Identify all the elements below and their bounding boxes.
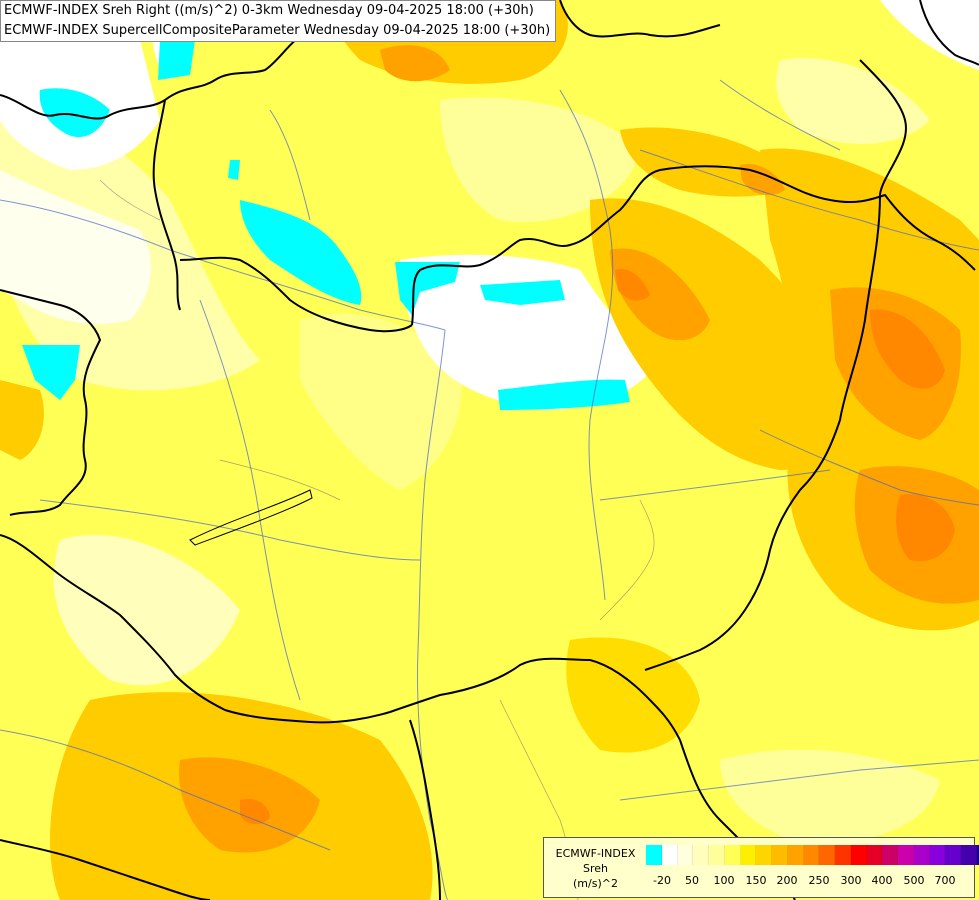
legend-title-line2: Sreh (582, 862, 608, 875)
title-line-scp: ECMWF-INDEX SupercellCompositeParameter … (4, 23, 551, 38)
legend-swatch (787, 845, 804, 865)
legend-swatch (772, 845, 788, 865)
legend-tick: 200 (776, 874, 798, 887)
legend-tick: 100 (713, 874, 735, 887)
lake-outline (189, 489, 313, 546)
legend-swatch (835, 845, 851, 865)
legend-swatch (646, 845, 662, 865)
legend-swatch (945, 845, 961, 865)
rivers (0, 79, 979, 900)
legend-swatch (819, 845, 835, 865)
legend-tick: 700 (934, 874, 956, 887)
legend-tick: 400 (871, 874, 893, 887)
legend-swatch (661, 845, 678, 865)
legend-tick: 250 (808, 874, 830, 887)
legend-swatch (756, 845, 772, 865)
legend-swatch (693, 845, 709, 865)
title-line-sreh: ECMWF-INDEX Sreh Right ((m/s)^2) 0-3km W… (4, 3, 534, 18)
legend-swatches (646, 845, 979, 865)
legend-swatch (677, 845, 694, 865)
legend-swatch (961, 845, 977, 865)
legend-title-line3: (m/s)^2 (573, 877, 618, 890)
color-legend: ECMWF-INDEX Sreh (m/s)^2 -20 50 100 150 200 2… (543, 837, 979, 898)
legend-swatch (724, 845, 741, 865)
legend-title-line1: ECMWF-INDEX (555, 847, 636, 860)
legend-swatch (803, 845, 820, 865)
map-title-box: ECMWF-INDEX Sreh Right ((m/s)^2) 0-3km W… (0, 0, 556, 42)
legend-swatch (913, 845, 930, 865)
legend-swatch (898, 845, 914, 865)
legend-tick: 500 (903, 874, 925, 887)
legend-title: ECMWF-INDEX Sreh (m/s)^2 (548, 846, 643, 891)
legend-tick: -20 (653, 874, 671, 887)
legend-swatch (929, 845, 946, 865)
legend-swatch (866, 845, 883, 865)
legend-swatch (740, 845, 757, 865)
legend-swatch (882, 845, 898, 865)
legend-tick: 300 (840, 874, 862, 887)
legend-swatch (709, 845, 725, 865)
legend-tick: 50 (685, 874, 699, 887)
legend-swatch (850, 845, 867, 865)
legend-swatch (976, 845, 979, 865)
legend-ticks: -20 50 100 150 200 250 300 400 500 700 (646, 874, 976, 890)
legend-tick: 150 (745, 874, 767, 887)
